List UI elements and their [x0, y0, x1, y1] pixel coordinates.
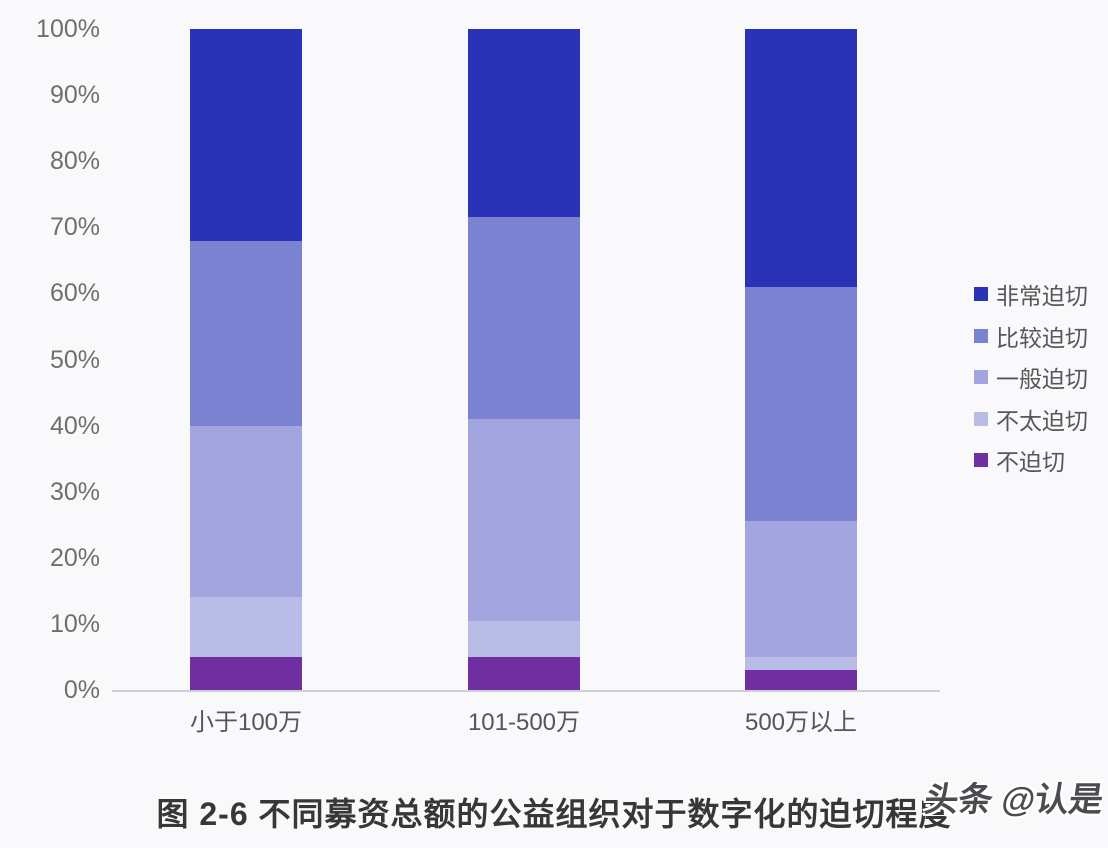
y-tick-label: 100%	[36, 15, 100, 43]
legend-swatch-icon	[974, 411, 988, 426]
bar-segment	[745, 656, 857, 671]
legend-swatch-icon	[974, 328, 988, 343]
y-tick-label: 40%	[49, 411, 100, 440]
bar-segment	[468, 418, 580, 621]
bar-segment	[745, 29, 857, 287]
chart-title: 图 2-6 不同募资总额的公益组织对于数字化的迫切程度	[156, 796, 952, 832]
y-tick-label: 10%	[49, 609, 100, 638]
legend-swatch-icon	[974, 453, 988, 467]
legend-label: 比较迫切	[996, 324, 1088, 351]
legend-item: 非常迫切	[974, 281, 1088, 309]
x-category-label: 小于100万	[189, 709, 303, 736]
y-axis: 100% 90% 80% 70% 60% 50% 40% 30% 20% 10% 0%	[0, 16, 100, 703]
bar-segment	[468, 620, 580, 657]
watermark: 头条 @认是	[922, 781, 1107, 819]
bar-segment	[190, 656, 302, 690]
bar-segment	[190, 425, 302, 598]
legend-swatch-icon	[974, 287, 988, 301]
legend-label: 一般迫切	[996, 366, 1088, 392]
legend-item: 不迫切	[974, 447, 1088, 475]
stacked-bar	[745, 29, 857, 690]
bar-segment	[190, 29, 302, 241]
stacked-bar	[190, 29, 302, 690]
bar-segment	[468, 29, 580, 218]
legend-label: 非常迫切	[996, 283, 1088, 309]
legend-item: 不太迫切	[974, 406, 1088, 434]
x-axis: 小于100万 101-500万 500万以上	[0, 702, 1108, 736]
legend-swatch-icon	[974, 370, 988, 384]
legend-item: 一般迫切	[974, 364, 1088, 392]
bar-segment	[468, 656, 580, 690]
x-category-label: 500万以上	[744, 709, 858, 736]
y-tick-label: 60%	[49, 279, 100, 308]
y-tick-label: 70%	[49, 213, 100, 242]
y-tick-label: 90%	[49, 81, 100, 110]
legend-label: 不迫切	[996, 449, 1065, 475]
y-tick-label: 0%	[63, 676, 100, 704]
y-tick-label: 20%	[49, 543, 100, 572]
bar-segment	[745, 670, 857, 690]
y-tick-label: 50%	[49, 345, 100, 374]
plot-area	[112, 29, 940, 692]
x-category-label: 101-500万	[467, 709, 581, 736]
legend-item: 比较迫切	[974, 323, 1088, 351]
bar-segment	[190, 597, 302, 657]
legend: 非常迫切比较迫切一般迫切不太迫切不迫切	[974, 281, 1088, 489]
legend-label: 不太迫切	[996, 407, 1088, 434]
stacked-bar	[468, 29, 580, 690]
bar-segment	[745, 286, 857, 522]
bar-segment	[190, 240, 302, 426]
y-tick-label: 80%	[49, 147, 100, 176]
bar-segment	[468, 217, 580, 419]
bar-segment	[745, 521, 857, 657]
y-tick-label: 30%	[49, 477, 100, 506]
